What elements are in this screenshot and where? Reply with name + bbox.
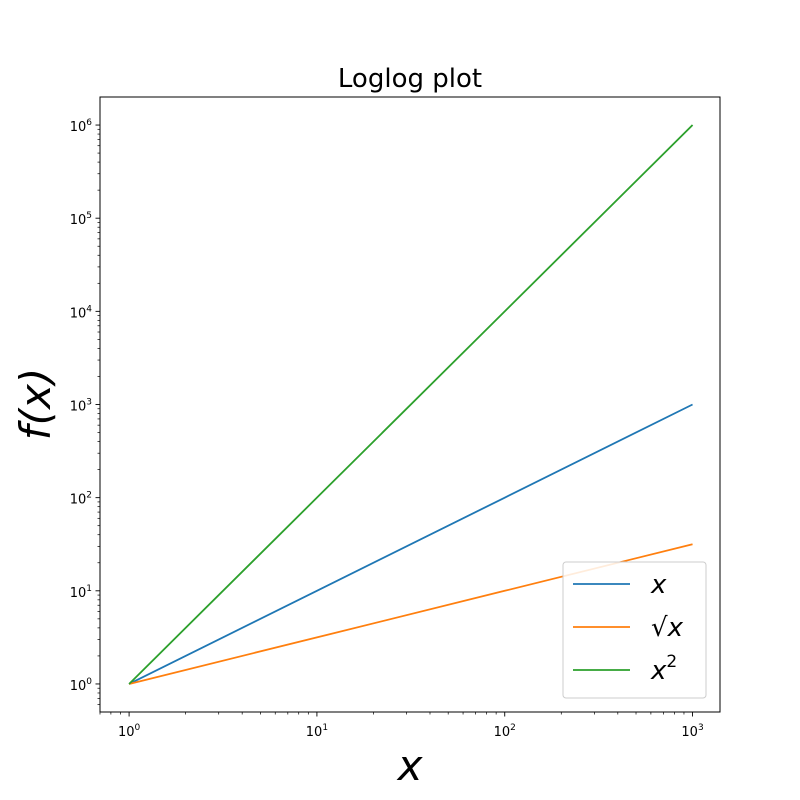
y-tick-label-3: 103 xyxy=(70,398,92,415)
x-tick-label-2: 102 xyxy=(494,723,516,740)
series-line-3 xyxy=(128,124,694,685)
legend-box xyxy=(562,561,707,699)
x-tick-label-0: 100 xyxy=(118,723,141,740)
y-axis-label: f(x) xyxy=(11,368,60,440)
y-tick-label-6: 106 xyxy=(70,118,93,135)
x-tick-label-1: 101 xyxy=(306,723,328,740)
legend-label-3: x2 xyxy=(650,652,677,686)
chart-title: Loglog plot xyxy=(338,64,482,94)
plot-area: 100 101 102 103 100 101 102 103 104 105 106 x √x x2 xyxy=(70,96,721,740)
axes-frame xyxy=(99,96,721,713)
legend: x √x x2 xyxy=(562,561,707,699)
y-tick-label-0: 100 xyxy=(70,677,93,694)
x-tick-label-3: 103 xyxy=(681,723,703,740)
y-tick-label-2: 102 xyxy=(70,491,92,508)
x-axis-label: x xyxy=(396,741,424,790)
legend-label-2: √x xyxy=(651,613,684,643)
y-tick-label-4: 104 xyxy=(70,304,93,321)
series-line-1 xyxy=(128,403,693,685)
y-tick-label-1: 101 xyxy=(70,584,92,601)
y-tick-label-5: 105 xyxy=(70,211,92,228)
legend-label-1: x xyxy=(650,570,667,600)
